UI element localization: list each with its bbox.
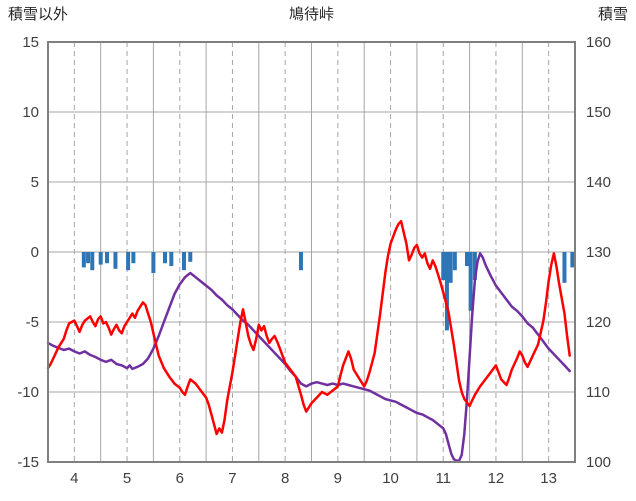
- right-axis-tick: 150: [586, 104, 611, 121]
- right-axis-tick: 130: [586, 244, 611, 261]
- left-axis-tick: 0: [31, 244, 39, 261]
- left-axis-tick: -10: [17, 384, 39, 401]
- x-axis-tick: 11: [435, 470, 451, 487]
- right-axis-tick: 140: [586, 174, 611, 191]
- plot-border: [47, 41, 576, 463]
- right-axis-tick: 160: [586, 34, 611, 51]
- precipitation-bars: [81, 252, 575, 331]
- right-axis-title: 積雪: [597, 6, 628, 23]
- x-axis-tick: 7: [228, 470, 236, 487]
- x-axis-tick: 9: [334, 470, 342, 487]
- right-axis-tick: 110: [586, 384, 610, 401]
- right-axis-tick: 100: [586, 454, 611, 471]
- left-axis-tick: 15: [22, 34, 39, 51]
- x-axis-tick: 10: [382, 470, 399, 487]
- left-axis-tick: -15: [17, 454, 39, 471]
- left-axis-tick: 10: [22, 104, 39, 121]
- x-axis-tick: 6: [176, 470, 184, 487]
- left-axis-tick: -5: [26, 314, 39, 331]
- left-axis-tick: 5: [31, 174, 39, 191]
- temperature-line: [46, 219, 571, 436]
- right-axis-tick: 120: [586, 314, 611, 331]
- x-axis-tick: 5: [123, 470, 131, 487]
- chart-title: 鳩待峠: [288, 6, 334, 23]
- snow-depth-line: [46, 252, 571, 462]
- x-axis-tick: 4: [70, 470, 78, 487]
- x-axis-tick: 8: [281, 470, 289, 487]
- axis-tick-labels: 15 10 5 0 -5 -10 -15 160 150 140 130 120 110 100 4 5 6 7 8…: [17, 34, 611, 487]
- x-axis-tick: 13: [540, 470, 557, 487]
- left-axis-title: 積雪以外: [8, 6, 69, 23]
- x-axis-tick: 12: [488, 470, 505, 487]
